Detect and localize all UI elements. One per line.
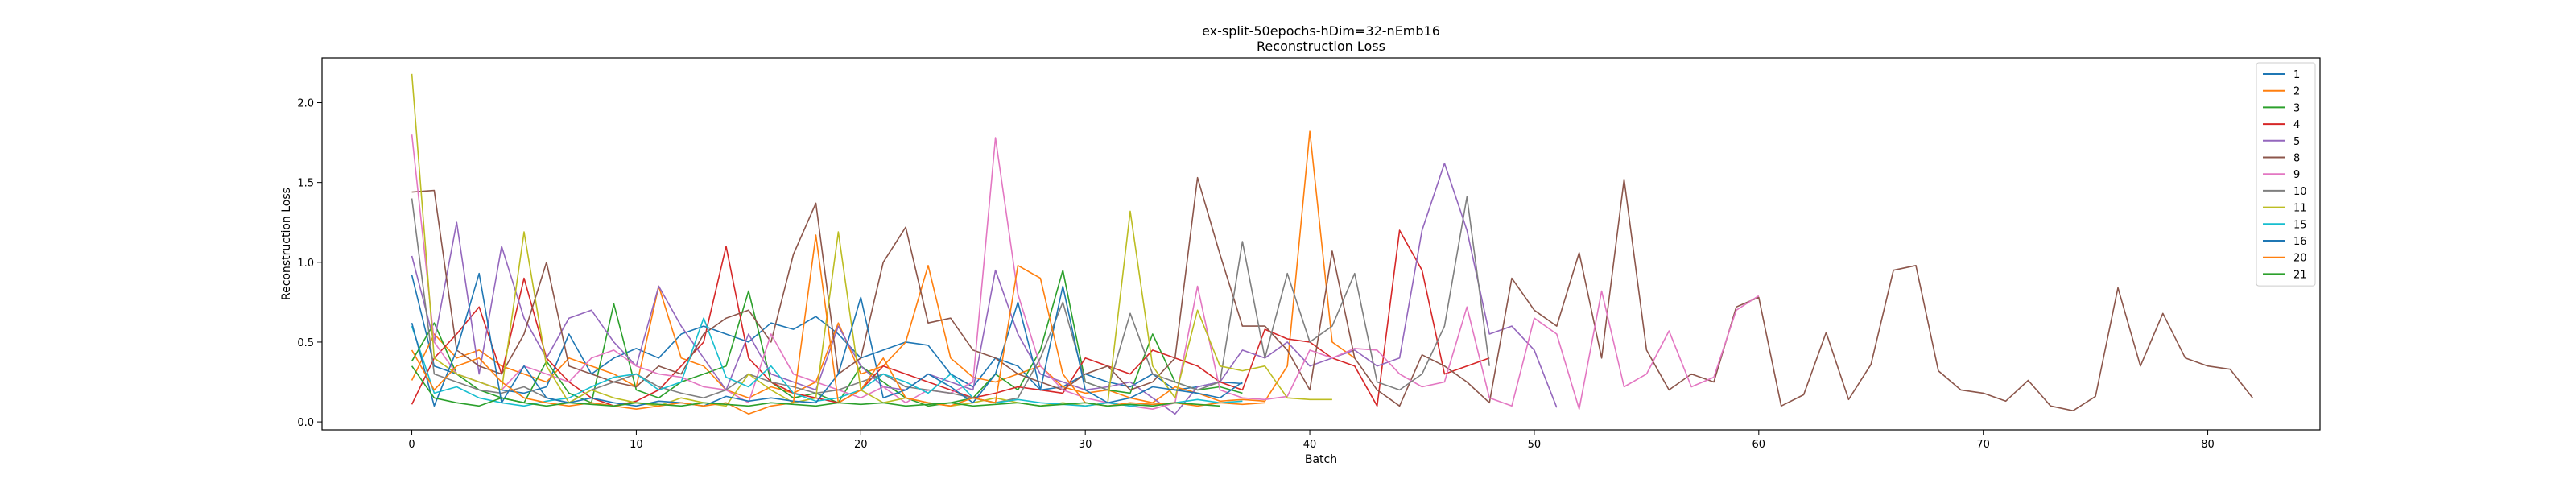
plot-area	[411, 73, 2253, 415]
y-tick-label: 1.5	[297, 178, 314, 190]
plot-frame	[321, 57, 2321, 431]
x-tick-label: 70	[1976, 439, 1990, 451]
series-line-16	[411, 272, 1243, 407]
legend-label: 21	[2293, 269, 2307, 281]
x-axis: 0 10 20 30 40 50 60 70 80	[408, 430, 2215, 451]
x-tick-label: 0	[408, 439, 415, 451]
x-tick-label: 10	[630, 439, 643, 451]
legend-label: 2	[2293, 86, 2300, 98]
x-tick-label: 40	[1303, 439, 1317, 451]
x-tick-label: 30	[1079, 439, 1092, 451]
chart-subtitle: Reconstruction Loss	[1257, 39, 1385, 54]
x-tick-label: 20	[854, 439, 868, 451]
legend-label: 1	[2293, 69, 2300, 81]
y-tick-label: 2.0	[297, 98, 314, 110]
legend-label: 11	[2293, 203, 2307, 215]
series-line-5	[411, 163, 1558, 415]
x-axis-label: Batch	[1305, 453, 1337, 466]
series-line-2	[411, 130, 1356, 404]
legend-label: 16	[2293, 236, 2307, 248]
chart-title: ex-split-50epochs-hDim=32-nEmb16	[1202, 23, 1440, 39]
legend-label: 20	[2293, 253, 2307, 265]
legend-box	[2256, 62, 2316, 287]
legend-label: 4	[2293, 119, 2300, 131]
series-line-8	[411, 176, 2253, 412]
series-line-15	[411, 317, 1243, 407]
x-tick-label: 80	[2201, 439, 2215, 451]
legend-label: 5	[2293, 136, 2300, 148]
legend-label: 3	[2293, 102, 2300, 114]
legend-label: 10	[2293, 186, 2307, 198]
x-tick-label: 50	[1528, 439, 1542, 451]
y-axis-label: Reconstruction Loss	[280, 188, 293, 300]
legend-label: 9	[2293, 169, 2300, 181]
y-tick-label: 0.5	[297, 337, 314, 349]
series-line-9	[411, 134, 1760, 411]
y-tick-label: 1.0	[297, 258, 314, 270]
y-tick-label: 0.0	[297, 417, 314, 429]
y-axis: 0.0 0.5 1.0 1.5 2.0	[297, 98, 322, 429]
series-line-11	[411, 73, 1332, 407]
legend: 1 2 3 4 5 8 9 10 11 15 16 20 21	[2256, 62, 2316, 287]
legend-label: 15	[2293, 219, 2307, 231]
x-tick-label: 60	[1752, 439, 1766, 451]
legend-label: 8	[2293, 153, 2300, 165]
series-line-21	[411, 365, 1220, 407]
